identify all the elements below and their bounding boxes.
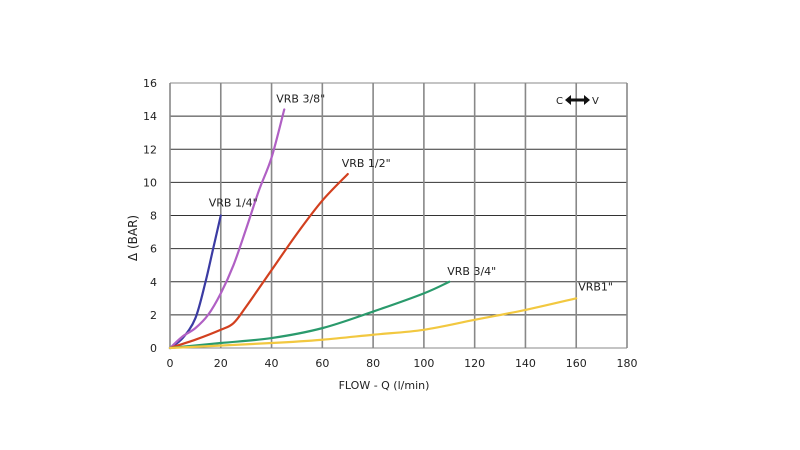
y-tick-label: 16 xyxy=(143,77,157,90)
x-tick-label: 60 xyxy=(315,357,329,370)
x-tick-label: 120 xyxy=(464,357,485,370)
x-tick-label: 100 xyxy=(413,357,434,370)
y-tick-label: 2 xyxy=(150,309,157,322)
x-tick-label: 180 xyxy=(617,357,638,370)
y-tick-label: 6 xyxy=(150,243,157,256)
x-tick-label: 0 xyxy=(167,357,174,370)
grid xyxy=(169,82,628,349)
double-arrow-icon xyxy=(565,95,590,105)
y-tick-label: 10 xyxy=(143,176,157,189)
series-label: VRB 3/4" xyxy=(447,265,496,278)
series-label: VRB 1/2" xyxy=(342,157,391,170)
y-tick-label: 12 xyxy=(143,143,157,156)
series-label: VRB1" xyxy=(578,280,613,293)
series-line xyxy=(168,108,286,350)
x-tick-label: 40 xyxy=(265,357,279,370)
x-tick-label: 80 xyxy=(366,357,380,370)
series-label: VRB 3/8" xyxy=(276,93,325,106)
series-line xyxy=(168,172,349,350)
y-tick-label: 8 xyxy=(150,210,157,223)
series-labels: VRB 1/4" VRB 3/8" VRB 1/2" VRB 3/4" VRB1" xyxy=(209,93,613,294)
y-tick-label: 4 xyxy=(150,276,157,289)
x-tick-label: 140 xyxy=(515,357,536,370)
y-tick-label: 14 xyxy=(143,110,157,123)
x-tick-label: 20 xyxy=(214,357,228,370)
series-line xyxy=(168,280,451,350)
x-axis-label: FLOW - Q (l/min) xyxy=(339,379,430,392)
series-lines xyxy=(168,108,578,350)
series-label: VRB 1/4" xyxy=(209,197,258,210)
y-tick-label: 0 xyxy=(150,342,157,355)
c-v-annotation: C V xyxy=(556,95,599,107)
annotation-c: C xyxy=(556,96,563,107)
x-tick-label: 160 xyxy=(566,357,587,370)
series-line xyxy=(168,214,222,350)
y-axis-label: Δ (BAR) xyxy=(126,215,140,261)
series-line xyxy=(168,297,578,350)
annotation-v: V xyxy=(592,96,599,107)
